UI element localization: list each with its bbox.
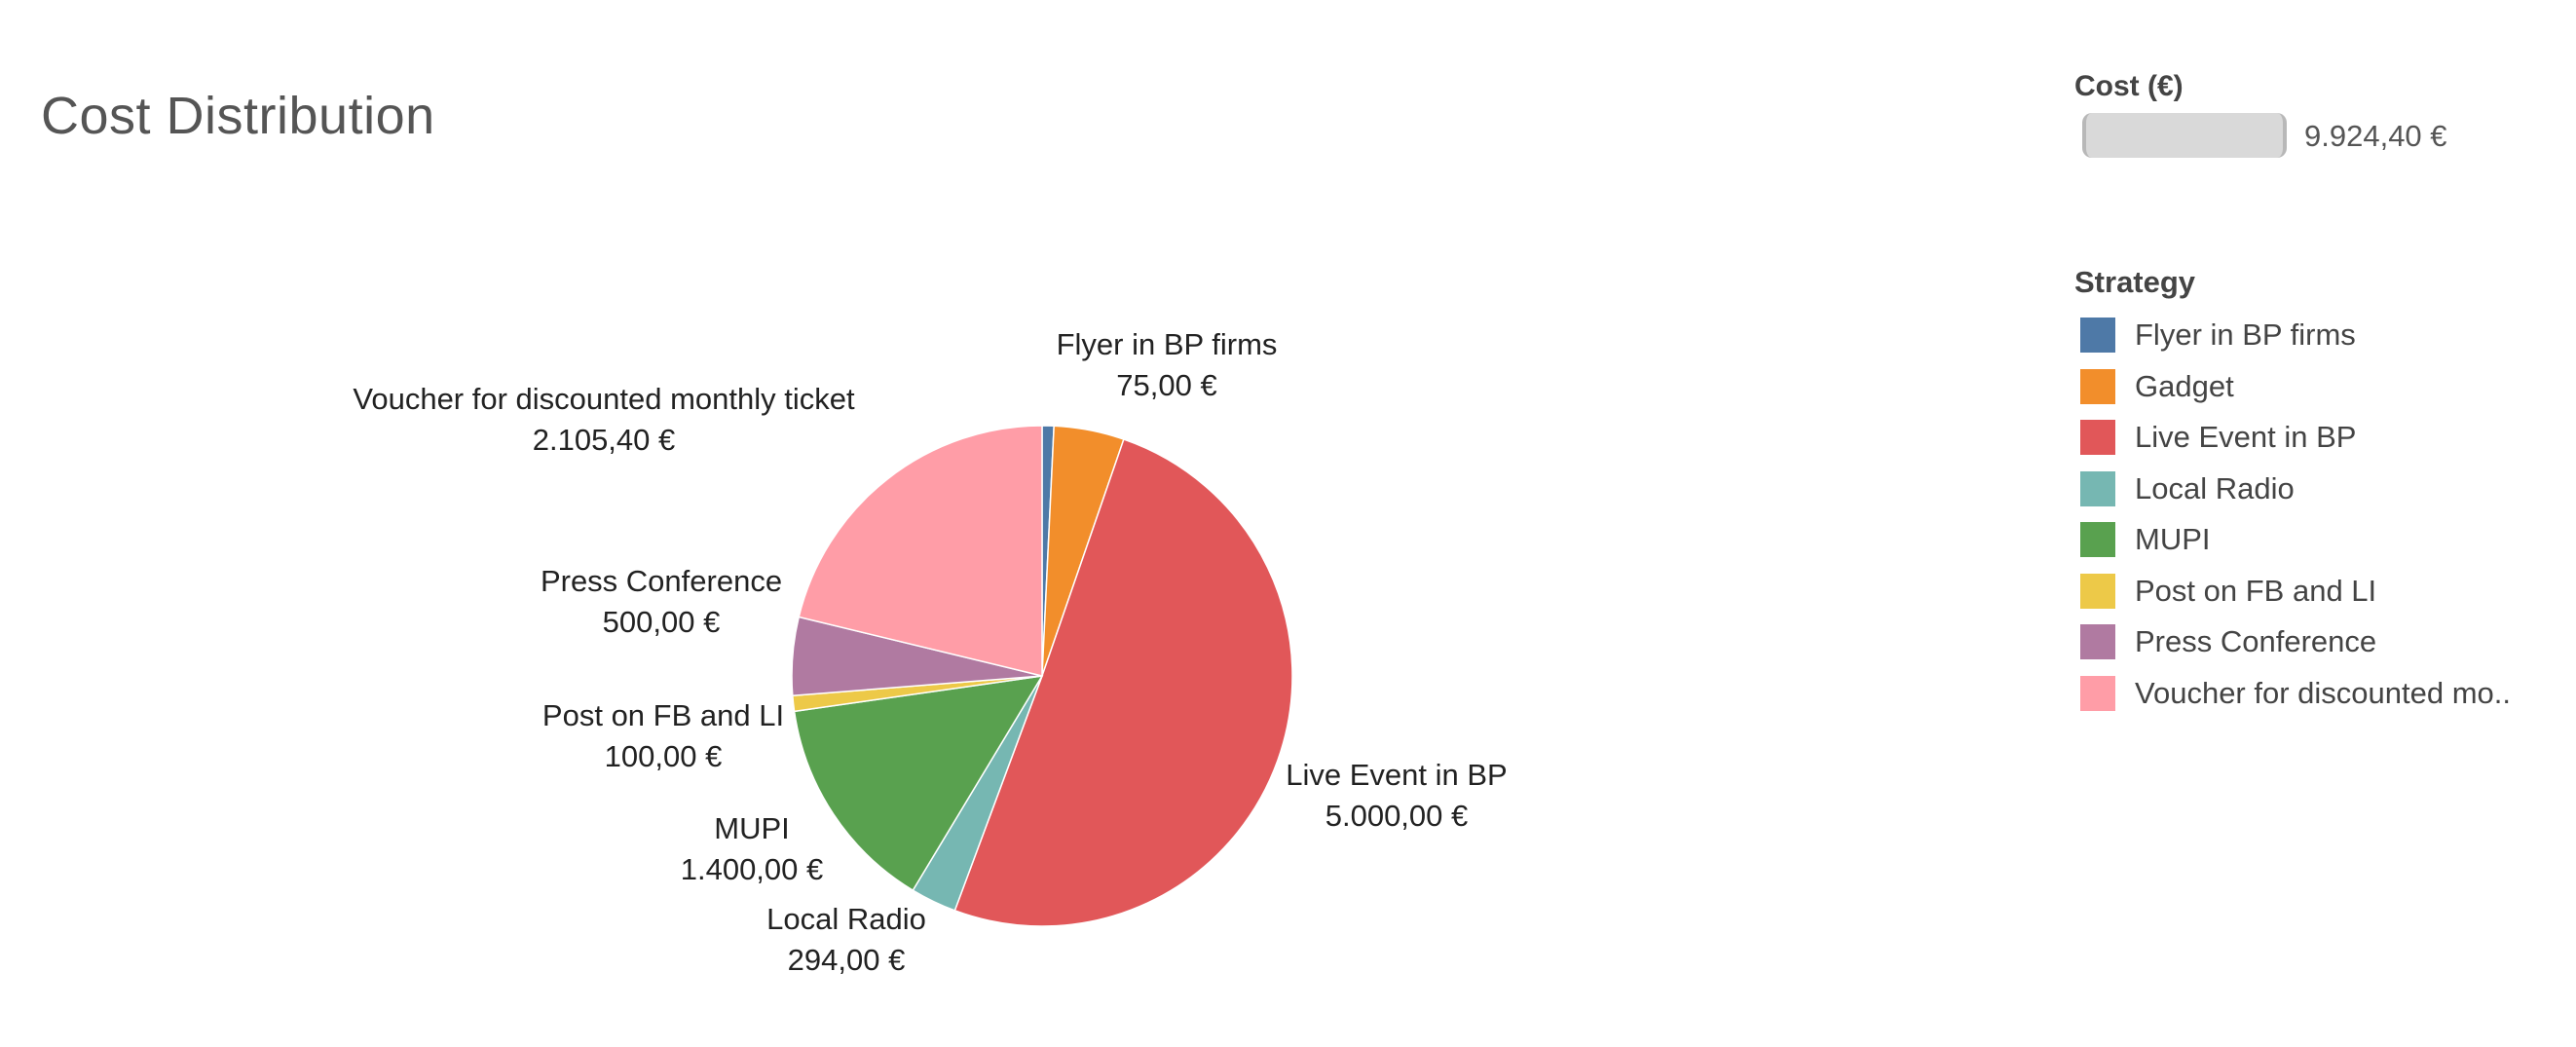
- slice-label-name: Flyer in BP firms: [1057, 327, 1278, 361]
- slice-label-value: 100,00 €: [605, 739, 723, 773]
- pie-slice[interactable]: [798, 425, 1043, 677]
- pie-slice[interactable]: [793, 675, 1044, 892]
- slice-label-name: MUPI: [714, 811, 790, 845]
- legend-label: Voucher for discounted mo..: [2135, 675, 2512, 710]
- slice-label-name: Press Conference: [541, 564, 782, 598]
- pie-labels: Flyer in BP firms 75,00 € Live Event in BP…: [353, 327, 1507, 977]
- legend-label: MUPI: [2135, 522, 2211, 557]
- legend-swatch: [2080, 368, 2115, 404]
- legend-swatch: [2080, 675, 2115, 711]
- legend-swatch: [2080, 624, 2115, 660]
- legend-title: Strategy: [2074, 265, 2196, 299]
- legend-swatch: [2080, 522, 2115, 558]
- legend-label: Post on FB and LI: [2135, 573, 2377, 608]
- pie-slices: [791, 425, 1293, 927]
- legend-label: Live Event in BP: [2135, 420, 2357, 455]
- legend-label: Local Radio: [2135, 470, 2295, 505]
- strategy-legend: Strategy Flyer in BP firms Gadget Live Eve…: [2074, 265, 2571, 719]
- legend-swatch: [2080, 420, 2115, 456]
- legend-label: Gadget: [2135, 368, 2234, 403]
- legend-item[interactable]: Gadget: [2074, 361, 2571, 413]
- legend-item[interactable]: Flyer in BP firms: [2074, 310, 2571, 361]
- slice-label-name: Voucher for discounted monthly ticket: [353, 382, 855, 416]
- legend-swatch: [2080, 573, 2115, 609]
- legend-item[interactable]: Voucher for discounted mo..: [2074, 668, 2571, 720]
- legend-item[interactable]: Press Conference: [2074, 617, 2571, 668]
- slice-label-value: 500,00 €: [603, 605, 721, 639]
- size-legend-bar: [2082, 113, 2287, 158]
- slice-label-name: Local Radio: [766, 902, 926, 936]
- legend-swatch: [2080, 470, 2115, 506]
- legend-item[interactable]: Live Event in BP: [2074, 412, 2571, 464]
- legend-swatch: [2080, 318, 2115, 354]
- legend-item[interactable]: Local Radio: [2074, 464, 2571, 515]
- slice-label-value: 75,00 €: [1116, 368, 1216, 402]
- size-legend-title: Cost (€): [2074, 70, 2184, 102]
- slice-label-value: 2.105,40 €: [533, 423, 676, 457]
- legend-label: Flyer in BP firms: [2135, 318, 2356, 353]
- slice-label-value: 1.400,00 €: [681, 852, 824, 886]
- slice-label-name: Live Event in BP: [1286, 758, 1507, 792]
- legend-item[interactable]: MUPI: [2074, 514, 2571, 566]
- slice-label-name: Post on FB and LI: [542, 698, 784, 732]
- size-legend-value: 9.924,40 €: [2304, 119, 2447, 153]
- pie-slice[interactable]: [953, 438, 1293, 927]
- legend-items: Flyer in BP firms Gadget Live Event in BP L…: [2074, 310, 2571, 719]
- slice-label-value: 294,00 €: [788, 943, 906, 977]
- slice-label-value: 5.000,00 €: [1325, 799, 1469, 833]
- chart-title: Cost Distribution: [41, 87, 435, 145]
- legend-item[interactable]: Post on FB and LI: [2074, 566, 2571, 617]
- legend-label: Press Conference: [2135, 624, 2377, 659]
- size-legend: Cost (€) 9.924,40 €: [2074, 70, 2561, 168]
